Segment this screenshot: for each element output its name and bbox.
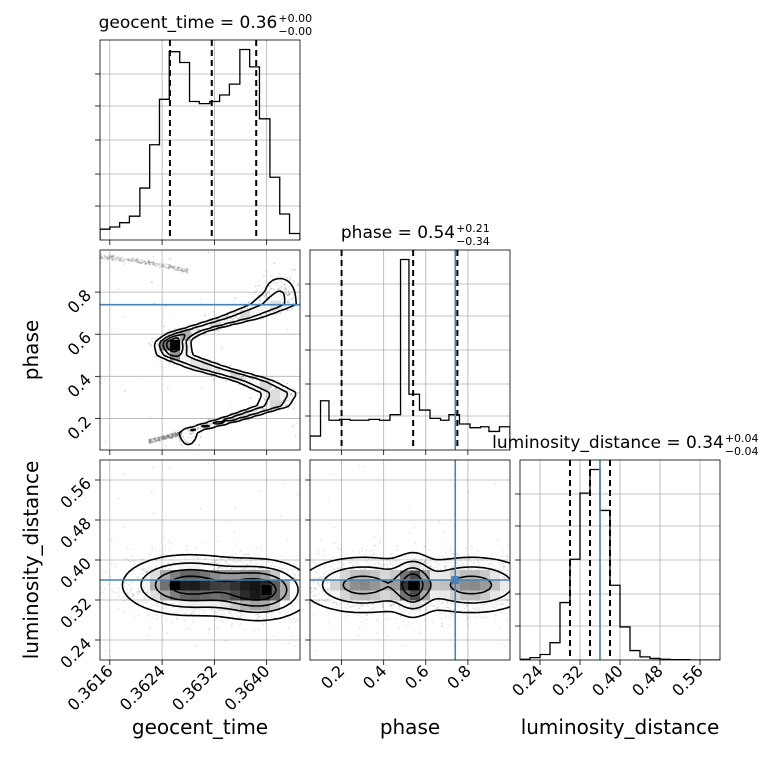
truth-marker: [451, 576, 460, 584]
histogram-geocent_time: [100, 48, 300, 240]
y-tick-label-phase: 0.8: [64, 286, 95, 317]
panel-frame: [519, 459, 721, 661]
x-tick-label-geocent_time: 0.3632: [168, 661, 221, 714]
title-lower-error: −0.04: [725, 445, 759, 458]
contour-level-2: [154, 568, 288, 607]
sample-points: [100, 251, 300, 449]
y-tick-label-phase: 0.4: [64, 370, 95, 401]
y-tick-label-luminosity_distance: 0.32: [56, 594, 95, 633]
contour-level-1: [158, 290, 289, 432]
y-tick-label-phase: 0.6: [64, 328, 95, 359]
y-tick-label-luminosity_distance: 0.56: [56, 474, 95, 513]
title-upper-error: +0.21: [456, 222, 490, 235]
panel-frame: [99, 459, 301, 661]
panel-title-geocent_time: geocent_time = 0.36: [99, 13, 278, 33]
density-peak: [261, 585, 272, 595]
panel-title-phase: phase = 0.54: [341, 223, 455, 243]
panel-luminosity_distance-vs-geocent_time: [95, 459, 301, 665]
density-peak: [170, 339, 181, 350]
x-axis-label-luminosity_distance: luminosity_distance: [521, 715, 720, 739]
y-axis-label-luminosity_distance: luminosity_distance: [19, 461, 43, 660]
title-upper-error: +0.04: [725, 432, 759, 445]
title-lower-error: −0.34: [456, 235, 490, 248]
x-tick-label-phase: 0.2: [317, 661, 348, 692]
panel-frame: [99, 39, 301, 241]
x-tick-label-geocent_time: 0.3624: [116, 661, 169, 714]
panel-luminosity_distance-vs-phase: [305, 459, 511, 665]
panel-title-luminosity_distance: luminosity_distance = 0.34: [492, 433, 724, 453]
contour-level-2: [162, 333, 186, 358]
panel-phase-hist: phase = 0.54 +0.21−0.34: [305, 222, 511, 455]
y-axis-label-phase: phase: [19, 320, 43, 380]
x-tick-label-luminosity_distance: 0.40: [588, 661, 627, 700]
panel-phase-vs-geocent_time: [95, 249, 301, 455]
x-tick-label-luminosity_distance: 0.24: [508, 661, 547, 700]
contour-level-3: [401, 573, 424, 597]
density-peak: [408, 580, 419, 590]
contour-level-0: [121, 553, 300, 622]
histogram-luminosity_distance: [520, 468, 720, 660]
x-axis-label-geocent_time: geocent_time: [132, 715, 268, 739]
y-tick-label-luminosity_distance: 0.48: [56, 514, 95, 553]
panel-geocent_time-hist: geocent_time = 0.36 +0.00−0.00: [95, 12, 312, 245]
contour-level-1: [321, 560, 510, 610]
title-upper-error: +0.00: [278, 12, 312, 25]
x-axis-label-phase: phase: [380, 715, 440, 739]
x-tick-label-luminosity_distance: 0.56: [668, 661, 707, 700]
histogram-phase: [310, 258, 510, 450]
x-tick-label-luminosity_distance: 0.32: [548, 661, 587, 700]
panel-luminosity_distance-hist: luminosity_distance = 0.34 +0.04−0.04: [492, 432, 759, 665]
contour-level-0: [310, 551, 510, 619]
x-tick-label-phase: 0.6: [401, 661, 432, 692]
panel-frame: [309, 459, 511, 661]
panel-frame: [99, 249, 301, 451]
x-tick-label-phase: 0.8: [443, 661, 474, 692]
density-peak: [170, 580, 181, 590]
x-tick-label-geocent_time: 0.3640: [220, 661, 273, 714]
density-shading: [330, 560, 510, 611]
y-tick-label-phase: 0.2: [64, 412, 95, 443]
panel-frame: [309, 249, 511, 451]
x-tick-label-phase: 0.4: [359, 661, 390, 692]
title-lower-error: −0.00: [278, 25, 312, 38]
y-tick-label-luminosity_distance: 0.24: [56, 634, 95, 673]
y-tick-label-luminosity_distance: 0.40: [56, 554, 95, 593]
x-tick-label-luminosity_distance: 0.48: [628, 661, 667, 700]
